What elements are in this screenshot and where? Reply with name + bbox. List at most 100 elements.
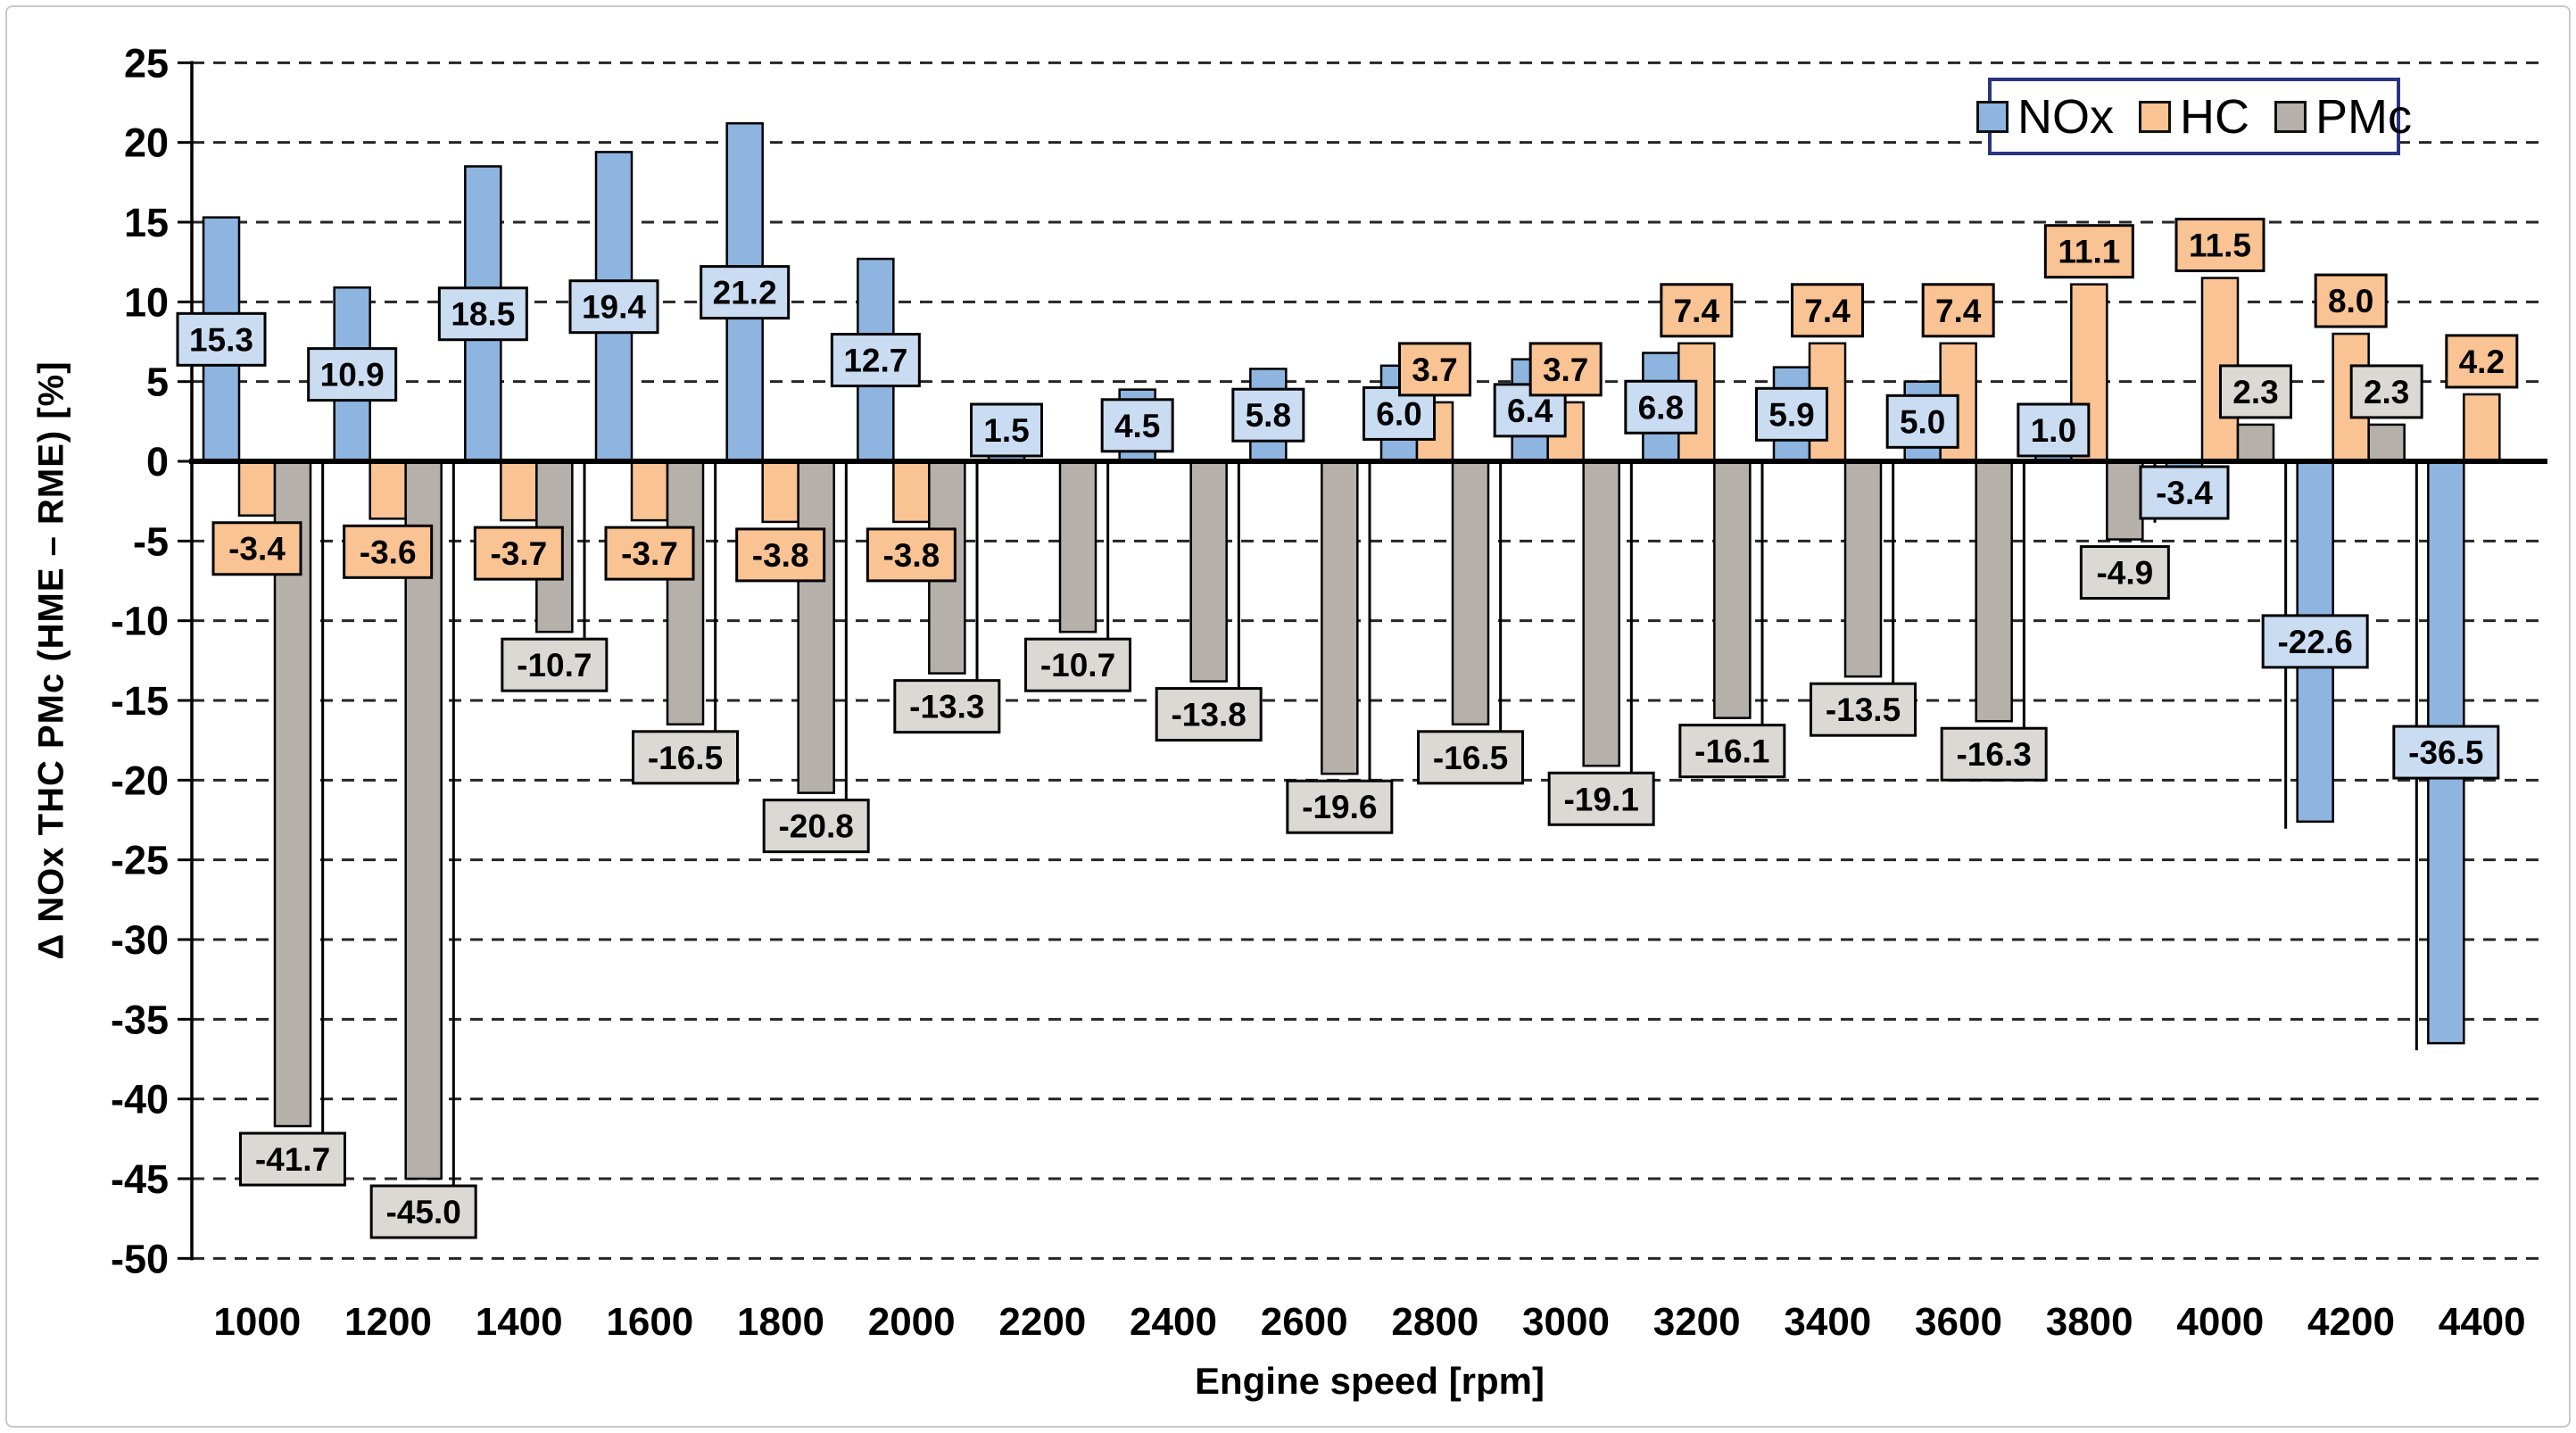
data-label-PMc-2000: -13.3 xyxy=(909,689,984,725)
data-label-box-NOx-3800 xyxy=(2017,402,2091,458)
x-tick-label-4000: 4000 xyxy=(2176,1300,2264,1344)
bar-HC-4400 xyxy=(2463,393,2501,463)
bar-HC-1800 xyxy=(761,460,799,524)
data-label-HC-3000: 3.7 xyxy=(1543,352,1588,388)
data-label-box-NOx-4200 xyxy=(2261,614,2369,669)
data-label-box-NOx-3400 xyxy=(1755,386,1828,442)
data-label-NOx-3400: 5.9 xyxy=(1768,396,1814,433)
bar-HC-1400 xyxy=(500,460,538,522)
bar-PMc-2600 xyxy=(1321,460,1359,775)
data-label-HC-2000: -3.8 xyxy=(882,537,940,574)
y-tick-label--50: -50 xyxy=(111,1236,169,1281)
data-label-box-HC-2800 xyxy=(1398,342,1471,397)
data-label-box-PMc-2200 xyxy=(1024,637,1131,692)
data-label-box-PMc-4000 xyxy=(2219,364,2292,419)
legend-swatch-nox-icon xyxy=(1976,100,2009,133)
y-tick-label--5: -5 xyxy=(133,518,169,564)
data-label-HC-1000: -3.4 xyxy=(228,531,286,567)
data-label-box-NOx-1200 xyxy=(307,347,398,402)
x-tick-label-3800: 3800 xyxy=(2046,1300,2133,1344)
data-label-NOx-4200: -22.6 xyxy=(2277,624,2352,660)
data-label-NOx-1000: 15.3 xyxy=(189,321,253,358)
data-label-box-PMc-1600 xyxy=(632,730,739,785)
data-label-PMc-3800: -4.9 xyxy=(2096,555,2153,592)
data-label-box-HC-1800 xyxy=(735,527,826,583)
data-label-box-PMc-1800 xyxy=(762,799,870,854)
data-label-box-PMc-1400 xyxy=(501,637,609,692)
data-label-NOx-3800: 1.0 xyxy=(2031,412,2076,449)
bar-PMc-1200 xyxy=(404,460,443,1180)
data-label-box-NOx-2400 xyxy=(1100,398,1174,453)
data-label-PMc-1600: -16.5 xyxy=(648,740,723,776)
data-label-HC-1200: -3.6 xyxy=(360,534,417,570)
data-label-box-NOx-3600 xyxy=(1885,393,1959,449)
legend-item-hc: HC xyxy=(2139,93,2249,141)
data-label-PMc-3200: -16.1 xyxy=(1694,733,1769,770)
data-label-PMc-1000: -41.7 xyxy=(255,1141,330,1178)
data-label-NOx-2600: 5.8 xyxy=(1246,397,1291,434)
data-label-HC-1800: -3.8 xyxy=(752,537,809,574)
data-label-box-HC-1600 xyxy=(604,526,695,581)
data-label-box-NOx-2000 xyxy=(830,333,921,388)
data-label-box-PMc-3000 xyxy=(1547,771,1655,826)
y-tick-label-5: 5 xyxy=(146,360,169,405)
data-label-box-HC-3600 xyxy=(1921,283,1995,338)
data-label-HC-1600: -3.7 xyxy=(621,535,678,572)
data-label-HC-3400: 7.4 xyxy=(1804,293,1851,329)
data-label-box-HC-4400 xyxy=(2445,334,2519,389)
data-label-box-NOx-3200 xyxy=(1624,379,1698,435)
data-label-HC-4200: 8.0 xyxy=(2328,283,2373,319)
data-label-HC-4400: 4.2 xyxy=(2459,344,2505,380)
y-axis-title: Δ NOx THC PMc (HME – RME) [%] xyxy=(31,360,71,960)
data-label-NOx-1800: 21.2 xyxy=(713,275,777,311)
bar-HC-2000 xyxy=(892,460,931,524)
x-tick-label-1600: 1600 xyxy=(606,1300,693,1344)
bar-PMc-3800 xyxy=(2106,460,2144,541)
data-label-box-NOx-1000 xyxy=(176,311,267,367)
data-label-NOx-3600: 5.0 xyxy=(1900,403,1945,440)
data-label-box-HC-4000 xyxy=(2174,218,2265,273)
x-tick-label-2800: 2800 xyxy=(1391,1300,1479,1344)
data-label-box-PMc-2400 xyxy=(1155,687,1263,742)
data-label-PMc-3600: -16.3 xyxy=(1956,736,2031,773)
data-label-NOx-1600: 19.4 xyxy=(582,289,646,326)
data-label-box-PMc-3600 xyxy=(1940,726,2048,782)
data-label-box-PMc-3800 xyxy=(2079,545,2170,601)
y-tick-label-0: 0 xyxy=(146,439,169,485)
x-tick-label-1800: 1800 xyxy=(737,1300,824,1344)
bar-PMc-3200 xyxy=(1713,460,1752,719)
data-label-PMc-4200: 2.3 xyxy=(2364,374,2409,410)
data-label-HC-3800: 11.1 xyxy=(2058,234,2120,270)
bar-HC-1000 xyxy=(237,460,277,517)
bar-PMc-4200 xyxy=(2367,423,2406,463)
x-tick-label-1000: 1000 xyxy=(213,1300,301,1344)
data-label-box-HC-3400 xyxy=(1791,283,1864,338)
data-label-box-PMc-2000 xyxy=(893,679,1001,734)
data-label-box-NOx-1400 xyxy=(437,286,528,342)
data-label-NOx-3200: 6.8 xyxy=(1638,389,1684,426)
data-label-NOx-4400: -36.5 xyxy=(2408,734,2483,771)
data-label-PMc-1800: -20.8 xyxy=(778,808,853,845)
data-label-HC-3600: 7.4 xyxy=(1935,293,1982,329)
y-tick-label--15: -15 xyxy=(111,678,169,724)
data-label-PMc-2200: -10.7 xyxy=(1040,647,1115,683)
data-label-box-NOx-1600 xyxy=(568,279,659,335)
data-label-box-PMc-1000 xyxy=(239,1131,346,1187)
data-label-box-NOx-1800 xyxy=(700,265,791,320)
data-label-NOx-1200: 10.9 xyxy=(320,357,385,393)
bar-PMc-4000 xyxy=(2236,423,2275,463)
data-label-box-PMc-3400 xyxy=(1810,682,1917,737)
y-tick-label--40: -40 xyxy=(111,1077,169,1122)
x-tick-label-3200: 3200 xyxy=(1653,1300,1741,1344)
bar-HC-1600 xyxy=(630,460,669,522)
y-tick-label--45: -45 xyxy=(111,1156,169,1202)
data-label-PMc-3400: -13.5 xyxy=(1826,692,1901,728)
data-label-box-PMc-1200 xyxy=(369,1184,477,1239)
bar-PMc-1800 xyxy=(797,460,835,794)
data-label-NOx-1400: 18.5 xyxy=(451,296,515,333)
x-tick-label-3600: 3600 xyxy=(1915,1300,2002,1344)
data-label-NOx-2400: 4.5 xyxy=(1114,408,1160,444)
data-label-HC-3200: 7.4 xyxy=(1674,293,1720,329)
data-label-PMc-3000: -19.1 xyxy=(1563,781,1638,817)
